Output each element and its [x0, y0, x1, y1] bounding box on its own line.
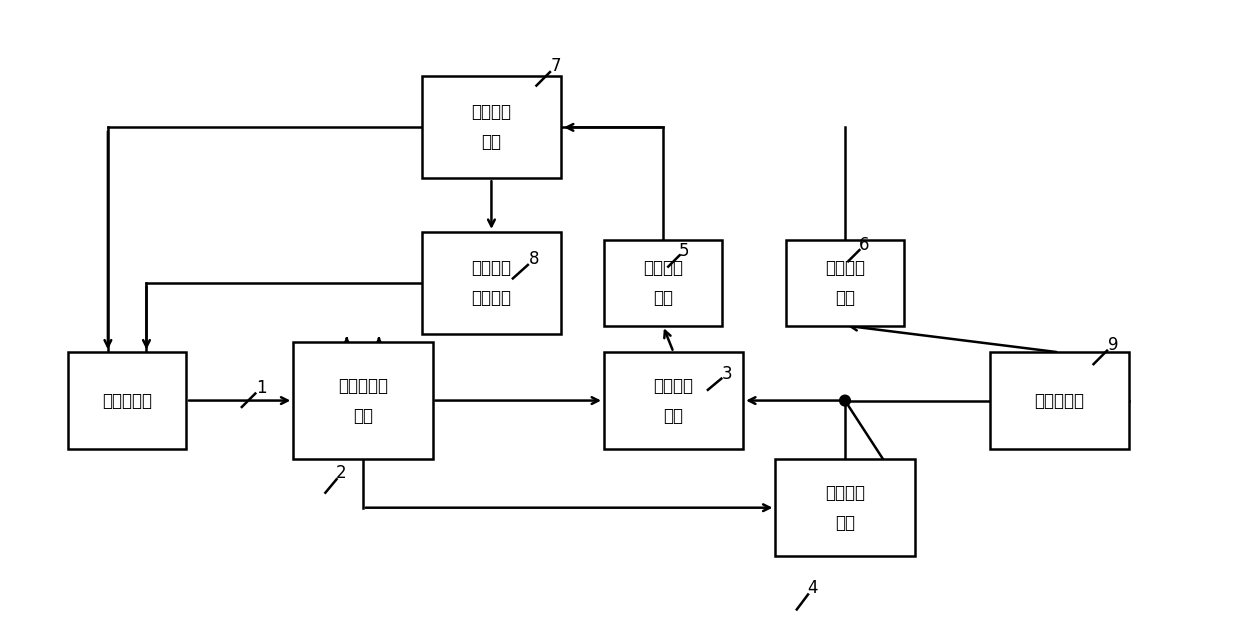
Bar [604, 240, 722, 326]
Text: 谐波鉴相: 谐波鉴相 [825, 483, 866, 502]
Text: 5: 5 [680, 241, 689, 259]
Text: 环外数字: 环外数字 [471, 259, 511, 277]
Bar [786, 240, 904, 326]
Bar [293, 342, 433, 459]
Bar [68, 352, 186, 449]
Text: 监控单元: 监控单元 [471, 288, 511, 307]
Text: 2: 2 [336, 464, 347, 482]
Text: 3: 3 [722, 365, 733, 383]
Text: 7: 7 [551, 58, 560, 76]
Text: 4: 4 [807, 579, 818, 597]
Text: 单元: 单元 [353, 407, 373, 425]
Text: 第二切换: 第二切换 [825, 259, 866, 277]
Bar [422, 77, 560, 178]
Circle shape [839, 395, 851, 406]
Text: 单元: 单元 [663, 407, 683, 425]
Bar [604, 352, 743, 449]
Text: 环路控制: 环路控制 [471, 103, 511, 121]
Text: 单元: 单元 [481, 133, 501, 152]
Text: 第一切换: 第一切换 [642, 259, 683, 277]
Text: 微波参考源: 微波参考源 [1034, 392, 1084, 410]
Text: 开关: 开关 [652, 288, 673, 307]
Text: 单元: 单元 [835, 514, 856, 532]
Text: 8: 8 [529, 250, 539, 268]
Bar [775, 459, 915, 556]
Bar [422, 232, 560, 334]
Bar [990, 352, 1128, 449]
Text: 9: 9 [1107, 336, 1118, 354]
Text: 6: 6 [859, 236, 869, 254]
Text: 锁模激光器: 锁模激光器 [102, 392, 153, 410]
Text: 电信号提取: 电信号提取 [337, 376, 388, 394]
Text: 基波鉴相: 基波鉴相 [653, 376, 693, 394]
Text: 1: 1 [255, 379, 267, 397]
Text: 开关: 开关 [835, 288, 856, 307]
